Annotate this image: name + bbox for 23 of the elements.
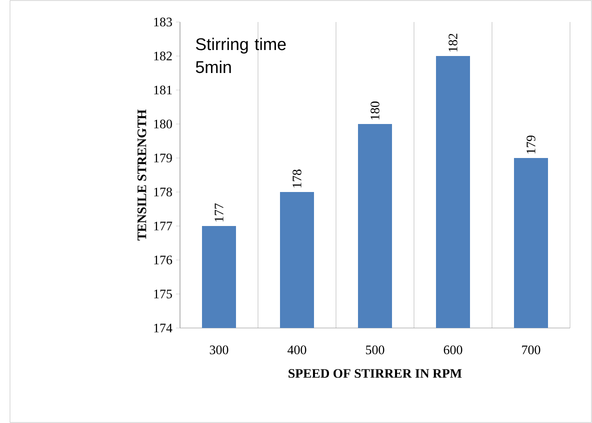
y-tick-label: 175 bbox=[154, 290, 172, 298]
y-tick-label: 176 bbox=[154, 256, 172, 264]
x-axis-title: SPEED OF STIRRER IN RPM bbox=[288, 369, 462, 378]
y-tick-label: 179 bbox=[154, 154, 172, 162]
x-tick-label: 400 bbox=[288, 346, 306, 354]
annotation: Stirring time 5min bbox=[196, 38, 286, 74]
y-tick-label: 183 bbox=[154, 18, 172, 26]
y-tick-label: 182 bbox=[154, 52, 172, 60]
y-tick-label: 181 bbox=[154, 86, 172, 94]
data-label: 177 bbox=[214, 203, 224, 222]
y-tick-label: 174 bbox=[154, 324, 172, 332]
y-axis-title: TENSILE STRENGTH bbox=[138, 110, 146, 240]
x-tick-label: 600 bbox=[444, 346, 462, 354]
data-label: 178 bbox=[292, 170, 302, 188]
data-label: 180 bbox=[370, 102, 380, 120]
x-tick-label: 500 bbox=[366, 346, 384, 354]
x-tick-label: 300 bbox=[210, 346, 228, 354]
data-label: 182 bbox=[448, 34, 458, 52]
data-label: 179 bbox=[526, 136, 536, 154]
x-tick-label: 700 bbox=[522, 346, 540, 354]
y-tick-label: 178 bbox=[154, 188, 172, 196]
y-tick-label: 180 bbox=[154, 120, 172, 128]
y-tick-label: 177 bbox=[154, 222, 172, 230]
